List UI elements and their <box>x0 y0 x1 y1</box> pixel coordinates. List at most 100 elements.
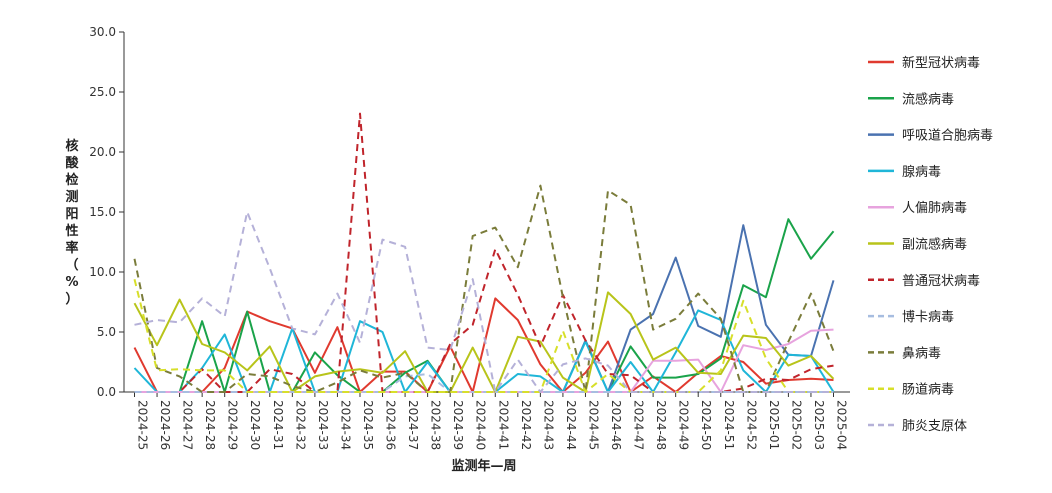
x-tick-label: 2024-46 <box>609 400 623 450</box>
x-tick-label: 2024-29 <box>226 400 240 450</box>
series-line-11 <box>134 211 834 393</box>
x-tick-label: 2024-51 <box>722 400 736 450</box>
x-tick: 2024-50 <box>697 392 713 450</box>
x-tick-label: 2025-04 <box>835 400 849 450</box>
x-tick: 2024-35 <box>359 392 375 450</box>
legend-item[interactable]: 腺病毒 <box>868 165 941 180</box>
x-tick: 2025-03 <box>810 392 826 450</box>
series-line-3 <box>134 224 835 393</box>
x-tick-label: 2024-41 <box>496 400 510 450</box>
x-tick: 2024-42 <box>517 392 533 450</box>
x-tick-label: 2024-25 <box>136 400 150 450</box>
x-tick: 2024-47 <box>630 392 646 450</box>
y-tick: 0.0 <box>97 385 124 399</box>
legend-label: 副流感病毒 <box>902 237 967 253</box>
legend-item[interactable]: 呼吸道合胞病毒 <box>868 129 993 144</box>
legend-label: 新型冠状病毒 <box>902 55 980 71</box>
legend-item[interactable]: 肠道病毒 <box>868 383 954 398</box>
x-tick: 2024-39 <box>449 392 465 450</box>
y-tick: 10.0 <box>89 265 124 279</box>
x-tick: 2025-04 <box>833 392 849 450</box>
plot-area <box>133 112 835 393</box>
x-tick-label: 2025-01 <box>767 400 781 450</box>
x-tick-label: 2024-28 <box>203 400 217 450</box>
y-axis-label-char: 阳 <box>65 207 78 222</box>
y-axis-label-char: 性 <box>65 223 78 239</box>
legend-item[interactable]: 人偏肺病毒 <box>868 201 967 216</box>
x-tick: 2024-49 <box>675 392 691 450</box>
x-tick: 2024-37 <box>404 392 420 450</box>
x-tick: 2024-46 <box>607 392 623 450</box>
y-tick-label: 0.0 <box>97 385 116 399</box>
x-tick-label: 2024-30 <box>248 400 262 450</box>
x-tick-label: 2024-35 <box>361 400 375 450</box>
x-tick-label: 2025-03 <box>812 400 826 450</box>
x-tick-label: 2024-40 <box>474 400 488 450</box>
x-tick-label: 2024-45 <box>586 400 600 450</box>
legend-label: 博卡病毒 <box>902 310 954 325</box>
y-axis-label-char: ） <box>65 291 78 307</box>
x-tick: 2024-41 <box>494 392 510 450</box>
y-tick-label: 30.0 <box>89 25 116 39</box>
y-tick: 15.0 <box>89 205 124 219</box>
legend-label: 人偏肺病毒 <box>902 201 967 216</box>
legend-item[interactable]: 鼻病毒 <box>868 345 941 361</box>
x-tick-label: 2024-36 <box>384 400 398 450</box>
x-tick: 2024-25 <box>134 392 150 450</box>
series-line-10 <box>133 278 834 393</box>
legend-label: 呼吸道合胞病毒 <box>902 129 993 144</box>
chart-legend: 新型冠状病毒流感病毒呼吸道合胞病毒腺病毒人偏肺病毒副流感病毒普通冠状病毒博卡病毒… <box>868 55 993 434</box>
x-axis-label: 监测年—周 <box>451 458 516 474</box>
x-tick: 2024-45 <box>584 392 600 450</box>
x-tick: 2024-40 <box>472 392 488 450</box>
x-tick-label: 2024-38 <box>429 400 443 450</box>
y-tick-label: 20.0 <box>89 145 116 159</box>
y-tick: 20.0 <box>89 145 124 159</box>
legend-item[interactable]: 肺炎支原体 <box>868 419 967 434</box>
x-tick-label: 2024-31 <box>271 400 285 450</box>
y-axis-label-char: 酸 <box>65 155 79 171</box>
x-tick-label: 2024-32 <box>293 400 307 450</box>
y-axis-label-char: 核 <box>65 138 78 154</box>
legend-item[interactable]: 新型冠状病毒 <box>868 55 980 71</box>
x-tick-label: 2024-39 <box>451 400 465 450</box>
legend-item[interactable]: 普通冠状病毒 <box>868 274 980 289</box>
x-tick-label: 2024-37 <box>406 400 420 450</box>
x-tick-label: 2024-34 <box>338 400 352 450</box>
y-tick: 30.0 <box>89 25 124 39</box>
legend-item[interactable]: 副流感病毒 <box>868 237 967 253</box>
y-tick-label: 10.0 <box>89 265 116 279</box>
x-tick-label: 2024-48 <box>654 400 668 450</box>
x-tick: 2024-32 <box>291 392 307 450</box>
x-tick: 2024-33 <box>314 392 330 450</box>
y-tick-label: 25.0 <box>89 85 116 99</box>
x-tick-label: 2024-27 <box>181 400 195 450</box>
x-tick: 2024-48 <box>652 392 668 450</box>
x-tick: 2024-51 <box>720 392 736 450</box>
legend-label: 肺炎支原体 <box>902 419 967 434</box>
x-tick: 2024-36 <box>382 392 398 450</box>
x-tick-label: 2024-44 <box>564 400 578 450</box>
x-tick: 2024-27 <box>179 392 195 450</box>
series-line-1 <box>133 297 834 393</box>
x-tick-label: 2024-43 <box>541 400 555 450</box>
x-tick: 2024-31 <box>269 392 285 450</box>
x-tick-label: 2025-02 <box>789 400 803 450</box>
x-tick: 2025-01 <box>765 392 781 450</box>
x-tick: 2024-44 <box>562 392 578 450</box>
y-axis-label-char: 测 <box>65 189 78 205</box>
x-tick: 2024-34 <box>336 392 352 450</box>
x-tick: 2025-02 <box>787 392 803 450</box>
x-tick: 2024-30 <box>246 392 262 450</box>
y-tick-label: 15.0 <box>89 205 116 219</box>
x-tick: 2024-29 <box>224 392 240 450</box>
legend-item[interactable]: 流感病毒 <box>868 91 954 107</box>
series-line-9 <box>133 184 835 393</box>
x-tick-label: 2024-47 <box>632 400 646 450</box>
x-tick: 2024-26 <box>156 392 172 450</box>
y-axis-label-char: （ <box>65 257 78 273</box>
x-tick: 2024-43 <box>539 392 555 450</box>
y-axis-label-char: % <box>65 275 78 290</box>
y-axis-label-char: 率 <box>65 240 78 256</box>
legend-item[interactable]: 博卡病毒 <box>868 310 954 325</box>
